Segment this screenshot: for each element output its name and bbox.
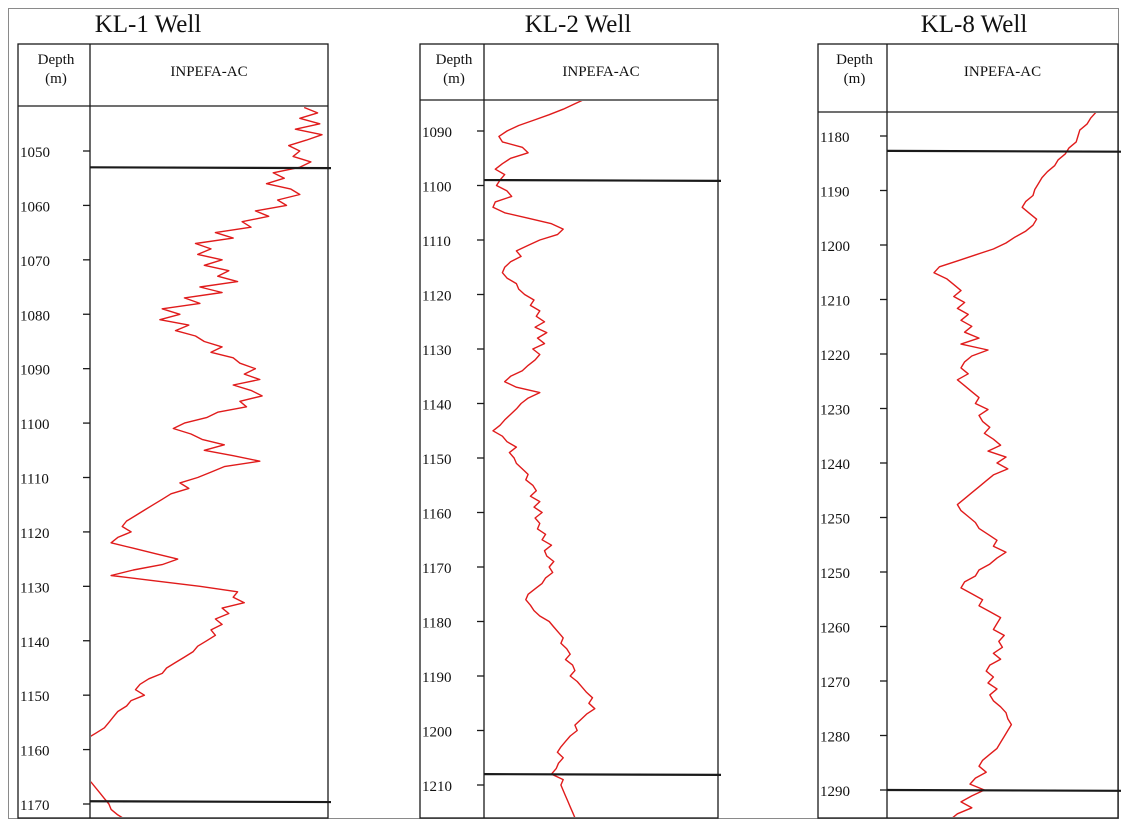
depth-tick-label: 1090 [422, 125, 452, 141]
depth-tick-label: 1270 [820, 675, 850, 691]
depth-tick-label: 1140 [422, 398, 451, 414]
depth-unit-header: (m) [443, 71, 465, 87]
depth-header: Depth [38, 52, 75, 68]
sequence-boundary-line [886, 149, 1122, 153]
depth-tick-label: 1210 [820, 294, 850, 310]
panel-title: KL-1 Well [95, 11, 202, 38]
depth-tick-label: 1180 [422, 616, 451, 632]
panel-title: KL-2 Well [525, 11, 632, 38]
depth-tick-label: 1290 [820, 784, 850, 800]
depth-tick-label: 1100 [20, 417, 49, 433]
depth-tick-label: 1240 [820, 457, 850, 473]
log-header: INPEFA-AC [562, 64, 639, 80]
depth-tick-label: 1120 [20, 526, 49, 542]
sequence-boundary-line [483, 772, 722, 777]
depth-tick-label: 1200 [422, 725, 452, 741]
depth-unit-header: (m) [844, 71, 866, 87]
depth-tick-label: 1190 [820, 185, 849, 201]
sequence-boundary-line [89, 166, 332, 170]
depth-tick-label: 1140 [20, 635, 49, 651]
depth-tick-label: 1170 [20, 798, 49, 814]
depth-tick-label: 1150 [20, 689, 49, 705]
depth-tick-label: 1250 [820, 566, 850, 582]
depth-tick-label: 1250 [820, 512, 850, 528]
sequence-boundary-line [89, 800, 332, 804]
depth-tick-label: 1100 [422, 180, 451, 196]
well-panel: KL-1 Well Depth (m) INPEFA-AC 1050 1060 1070 10… [17, 11, 332, 819]
depth-tick-label: 1150 [422, 452, 451, 468]
inpefa-curve [91, 107, 323, 817]
depth-tick-label: 1170 [422, 561, 451, 577]
depth-header: Depth [436, 52, 473, 68]
depth-tick-label: 1060 [20, 199, 50, 215]
track-frame [817, 43, 1119, 819]
depth-tick-label: 1090 [20, 363, 50, 379]
sequence-boundary-line [483, 178, 722, 182]
depth-header: Depth [836, 52, 873, 68]
depth-tick-label: 1110 [20, 472, 49, 488]
depth-tick-label: 1190 [422, 670, 451, 686]
depth-tick-label: 1280 [820, 730, 850, 746]
depth-tick-label: 1260 [820, 621, 850, 637]
depth-tick-label: 1130 [20, 580, 49, 596]
track-frame [17, 43, 329, 819]
depth-tick-label: 1110 [422, 234, 451, 250]
depth-tick-label: 1210 [422, 779, 452, 795]
depth-tick-label: 1130 [422, 343, 451, 359]
depth-unit-header: (m) [45, 71, 67, 87]
depth-tick-label: 1220 [820, 348, 850, 364]
depth-tick-label: 1160 [20, 744, 49, 760]
depth-tick-label: 1080 [20, 308, 50, 324]
sequence-boundary-line [886, 788, 1122, 792]
well-panel: KL-8 Well Depth (m) INPEFA-AC 1180 1190 1200 12… [817, 11, 1122, 819]
figure-frame [8, 8, 1119, 819]
inpefa-curve [492, 101, 596, 817]
panel-title: KL-8 Well [921, 11, 1028, 38]
log-header: INPEFA-AC [964, 64, 1041, 80]
depth-tick-label: 1120 [422, 289, 451, 305]
depth-tick-label: 1200 [820, 239, 850, 255]
inpefa-curve [933, 113, 1097, 817]
track-frame [419, 43, 719, 819]
log-header: INPEFA-AC [170, 64, 247, 80]
well-panel: KL-2 Well Depth (m) INPEFA-AC 1090 1100 1110 11… [419, 11, 722, 819]
depth-tick-label: 1180 [820, 130, 849, 146]
depth-tick-label: 1050 [20, 145, 50, 161]
depth-tick-label: 1230 [820, 403, 850, 419]
depth-tick-label: 1160 [422, 507, 451, 523]
depth-tick-label: 1070 [20, 254, 50, 270]
